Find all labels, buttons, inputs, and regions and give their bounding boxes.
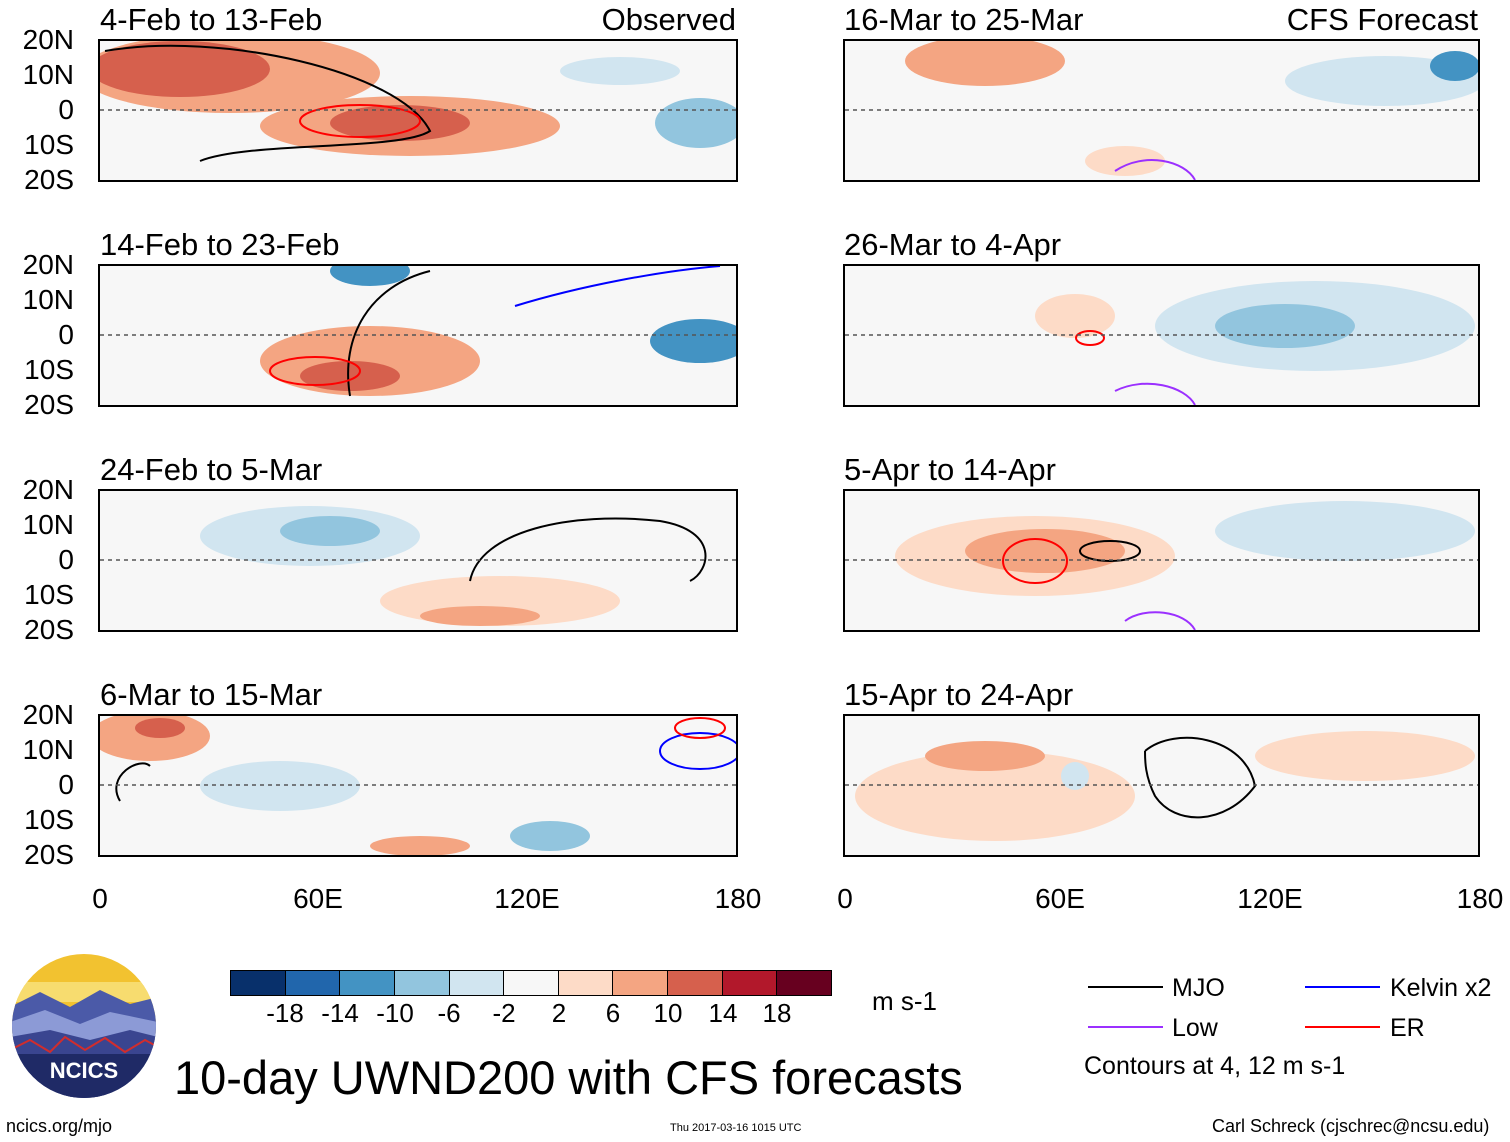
lat-tick-10n: 10N xyxy=(22,509,74,540)
panel-title-8: 15-Apr to 24-Apr xyxy=(844,677,1074,712)
legend-label-kelvin: Kelvin x2 xyxy=(1390,974,1492,1002)
colorbar-swatch xyxy=(448,971,504,995)
colorbar-swatch xyxy=(557,971,613,995)
colorbar-label: 6 xyxy=(605,998,621,1028)
lat-tick-20s: 20S xyxy=(24,389,74,420)
map-panel-3 xyxy=(98,489,738,632)
colorbar-label: -2 xyxy=(492,998,516,1028)
panel-title-1: 4-Feb to 13-Feb xyxy=(100,2,323,37)
lat-tick-0: 0 xyxy=(58,544,74,575)
colorbar-label: 2 xyxy=(551,998,567,1028)
lon-tick-60e: 60E xyxy=(293,883,343,914)
lon-tick-120e: 120E xyxy=(1237,883,1303,914)
colorbar-label: -6 xyxy=(437,998,461,1028)
lon-tick-60e: 60E xyxy=(1035,883,1085,914)
legend-label-low: Low xyxy=(1172,1014,1218,1042)
lat-tick-20n: 20N xyxy=(22,699,74,730)
colorbar-label: 18 xyxy=(762,998,792,1028)
lat-tick-20n: 20N xyxy=(22,474,74,505)
legend-label-er: ER xyxy=(1390,1014,1425,1042)
colorbar-swatch xyxy=(503,971,558,995)
lat-tick-10s: 10S xyxy=(24,354,74,385)
lon-tick-0: 0 xyxy=(837,883,853,914)
legend-swatch-kelvin xyxy=(1305,986,1380,988)
lat-tick-20s: 20S xyxy=(24,839,74,870)
colorbar-swatch xyxy=(393,971,449,995)
forecast-label: CFS Forecast xyxy=(1286,2,1478,37)
map-panel-2 xyxy=(98,264,738,407)
colorbar-label: -14 xyxy=(321,998,359,1028)
contour-note: Contours at 4, 12 m s-1 xyxy=(1084,1052,1346,1080)
map-panel-8 xyxy=(843,714,1480,857)
lat-tick-10s: 10S xyxy=(24,579,74,610)
lat-tick-0: 0 xyxy=(58,94,74,125)
colorbar-swatch xyxy=(339,971,394,995)
lat-tick-20s: 20S xyxy=(24,614,74,645)
colorbar-swatch xyxy=(231,971,285,995)
lat-tick-10s: 10S xyxy=(24,129,74,160)
colorbar xyxy=(230,970,832,996)
logo-text: NCICS xyxy=(50,1058,118,1083)
website-link[interactable]: ncics.org/mjo xyxy=(6,1116,113,1136)
panel-title-7: 5-Apr to 14-Apr xyxy=(844,452,1056,487)
colorbar-swatch xyxy=(721,971,777,995)
observed-label: Observed xyxy=(601,2,736,37)
lon-tick-180: 180 xyxy=(714,883,762,914)
lat-tick-20s: 20S xyxy=(24,164,74,195)
legend-swatch-er xyxy=(1305,1026,1380,1028)
colorbar-label: 10 xyxy=(653,998,683,1028)
legend-label-mjo: MJO xyxy=(1172,974,1225,1002)
lat-tick-10n: 10N xyxy=(22,59,74,90)
panel-title-2: 14-Feb to 23-Feb xyxy=(100,227,340,262)
author-credit: Carl Schreck (cjschrec@ncsu.edu) xyxy=(1212,1116,1490,1136)
map-panel-5 xyxy=(843,39,1480,182)
colorbar-units: m s-1 xyxy=(872,986,937,1016)
lon-tick-120e: 120E xyxy=(494,883,560,914)
colorbar-label: -10 xyxy=(376,998,414,1028)
map-panel-1 xyxy=(98,39,738,182)
main-title: 10-day UWND200 with CFS forecasts xyxy=(174,1051,963,1104)
lon-tick-0: 0 xyxy=(92,883,108,914)
lon-tick-180: 180 xyxy=(1456,883,1504,914)
panel-title-6: 26-Mar to 4-Apr xyxy=(844,227,1062,262)
colorbar-swatch xyxy=(776,971,832,995)
timestamp: Thu 2017-03-16 1015 UTC xyxy=(670,1122,802,1134)
panel-title-5: 16-Mar to 25-Mar xyxy=(844,2,1084,37)
lat-tick-20n: 20N xyxy=(22,249,74,280)
panel-title-4: 6-Mar to 15-Mar xyxy=(100,677,323,712)
lat-tick-10n: 10N xyxy=(22,734,74,765)
colorbar-swatch xyxy=(612,971,668,995)
map-panel-7 xyxy=(843,489,1480,632)
legend-swatch-mjo xyxy=(1088,986,1163,988)
legend-swatch-low xyxy=(1088,1026,1163,1028)
lat-tick-0: 0 xyxy=(58,769,74,800)
colorbar-labels: -18 -14 -10 -6 -2 2 6 10 14 18 xyxy=(0,998,900,1032)
map-panel-4 xyxy=(98,714,738,857)
colorbar-label: -18 xyxy=(266,998,304,1028)
lat-tick-20n: 20N xyxy=(22,24,74,55)
lat-tick-10n: 10N xyxy=(22,284,74,315)
colorbar-label: 14 xyxy=(708,998,738,1028)
map-panel-6 xyxy=(843,264,1480,407)
colorbar-swatch xyxy=(284,971,340,995)
panel-title-3: 24-Feb to 5-Mar xyxy=(100,452,323,487)
ncics-logo: NCICS xyxy=(10,952,158,1100)
colorbar-swatch xyxy=(667,971,722,995)
lat-tick-0: 0 xyxy=(58,319,74,350)
lat-tick-10s: 10S xyxy=(24,804,74,835)
